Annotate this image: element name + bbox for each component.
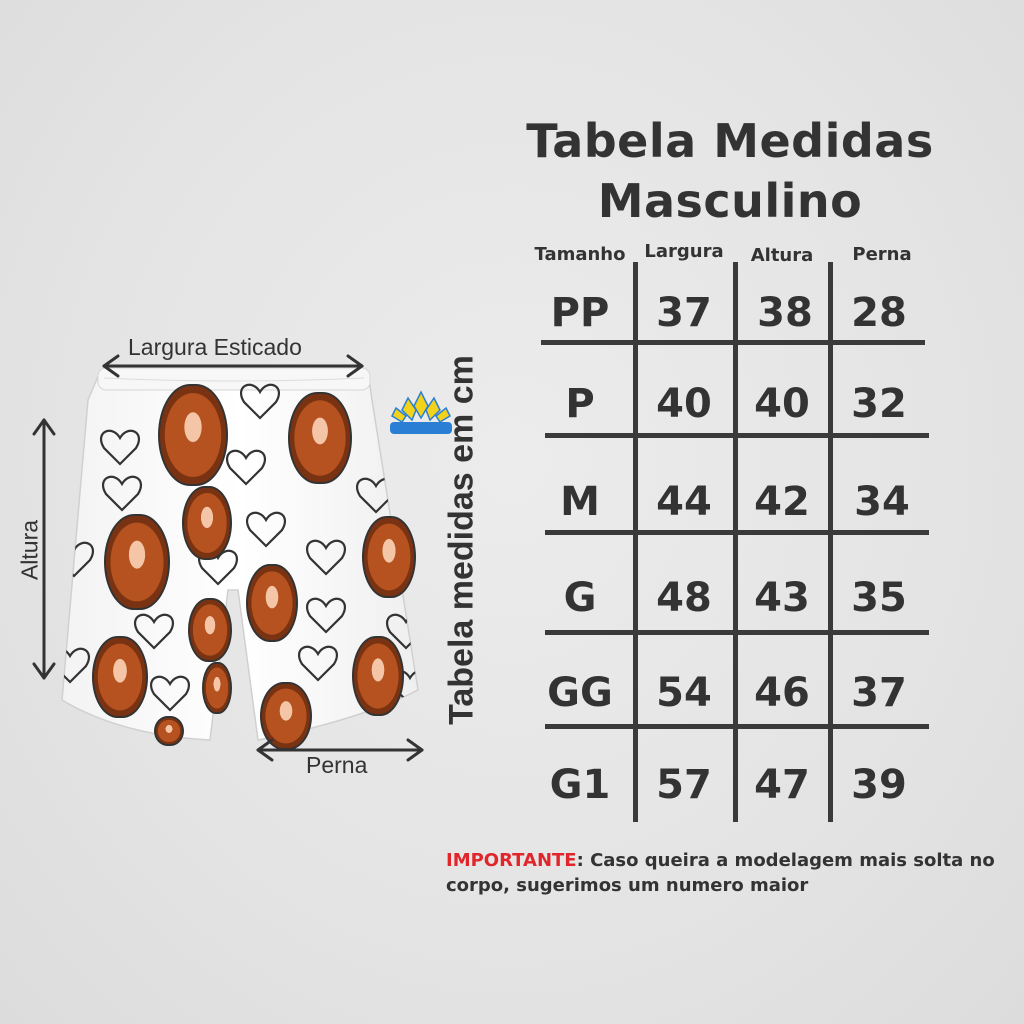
perna-label: Perna — [306, 752, 367, 779]
largura-esticado-label: Largura Esticado — [128, 334, 302, 361]
altura-label: Altura — [17, 520, 44, 580]
vertical-caption: Tabela medidas em cm — [443, 355, 482, 725]
